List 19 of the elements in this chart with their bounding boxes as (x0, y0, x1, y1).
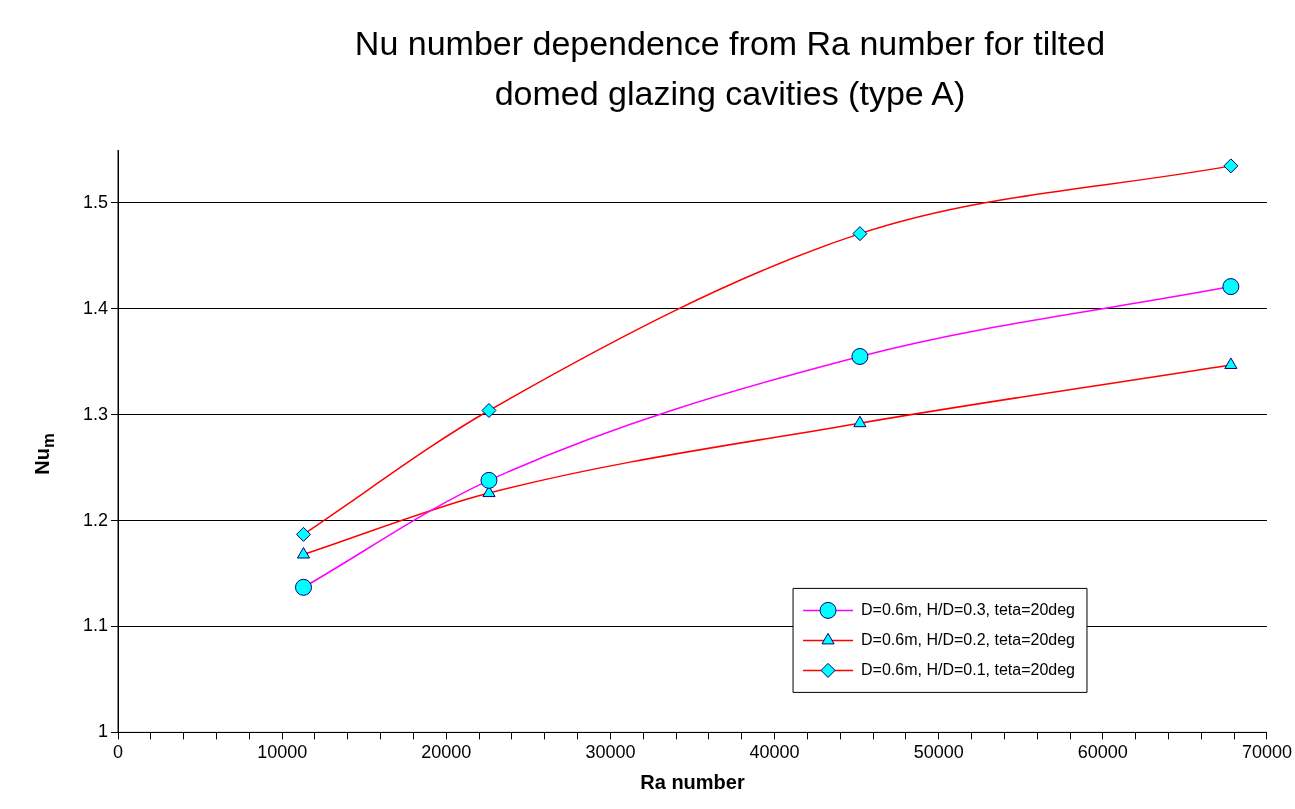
y-tick-label: 1.1 (82, 615, 109, 636)
legend-label: D=0.6m, H/D=0.1, teta=20deg (861, 660, 1075, 678)
y-tick-label: 1.2 (82, 509, 109, 530)
y-tick-label: 1 (98, 721, 109, 742)
x-tick-label: 30000 (585, 742, 636, 763)
y-tick-label: 1.4 (82, 297, 109, 318)
x-tick-label: 70000 (1241, 742, 1292, 763)
x-tick-label: 10000 (257, 742, 308, 763)
x-tick-label: 50000 (913, 742, 964, 763)
x-tick-label: 60000 (1077, 742, 1128, 763)
y-tick-label: 1.3 (82, 403, 109, 424)
legend-label: D=0.6m, H/D=0.3, teta=20deg (861, 600, 1075, 618)
chart-title: Nu number dependence from Ra number for tilted domed glazing cavities (type A) (353, 23, 1107, 114)
legend-label: D=0.6m, H/D=0.2, teta=20deg (861, 630, 1075, 648)
x-tick-label: 40000 (749, 742, 800, 763)
x-tick-label: 0 (113, 742, 124, 763)
x-tick-label: 20000 (421, 742, 472, 763)
x-axis-title: Ra number (640, 770, 745, 793)
y-tick-label: 1.5 (82, 191, 109, 212)
